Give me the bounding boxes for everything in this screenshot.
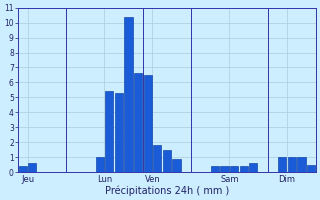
Bar — [249, 163, 258, 172]
Bar — [115, 93, 123, 172]
Bar — [105, 91, 113, 172]
Bar — [153, 145, 161, 172]
Bar — [28, 163, 36, 172]
Bar — [220, 166, 228, 172]
Bar — [278, 157, 286, 172]
Bar — [96, 157, 104, 172]
Bar — [134, 73, 142, 172]
Bar — [19, 166, 27, 172]
Bar — [240, 166, 248, 172]
Bar — [288, 157, 296, 172]
Bar — [172, 159, 180, 172]
Bar — [163, 150, 171, 172]
Bar — [124, 17, 132, 172]
X-axis label: Précipitations 24h ( mm ): Précipitations 24h ( mm ) — [105, 185, 229, 196]
Bar — [297, 157, 306, 172]
Bar — [230, 166, 238, 172]
Bar — [211, 166, 219, 172]
Bar — [307, 165, 315, 172]
Bar — [144, 75, 152, 172]
